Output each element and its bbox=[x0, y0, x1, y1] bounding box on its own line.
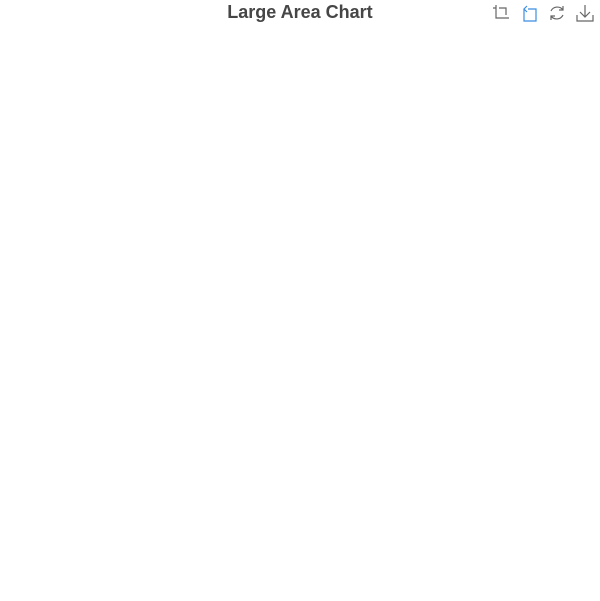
y-tick-label: 0 bbox=[42, 526, 49, 540]
x-tick-label: 1972/03/28 bbox=[343, 541, 403, 555]
x-tick-label: 1973/02/17 bbox=[421, 541, 481, 555]
x-tick-label: 1968/09/01 bbox=[28, 541, 88, 555]
datazoom-start-handle[interactable] bbox=[56, 570, 64, 592]
x-tick-label: 1971/05/07 bbox=[264, 541, 324, 555]
area-band bbox=[58, 305, 533, 492]
y-tick-label: 800 bbox=[29, 52, 49, 66]
area-fill bbox=[58, 352, 533, 533]
datazoom-selection[interactable] bbox=[60, 567, 109, 595]
restore-icon[interactable] bbox=[548, 4, 566, 22]
zoom-icon[interactable] bbox=[492, 4, 510, 22]
chart-title: Large Area Chart bbox=[227, 2, 373, 22]
x-tick-label: 1969/07/24 bbox=[107, 541, 167, 555]
datazoom-preview bbox=[59, 575, 544, 596]
save-image-icon[interactable] bbox=[576, 4, 594, 22]
datazoom-track bbox=[59, 566, 544, 596]
y-tick-label: 100 bbox=[29, 467, 49, 481]
y-tick-label: 200 bbox=[29, 408, 49, 422]
y-tick-label: 600 bbox=[29, 171, 49, 185]
y-tick-label: 500 bbox=[29, 230, 49, 244]
x-tick-label: 1974/01/09 bbox=[500, 541, 560, 555]
y-tick-label: 400 bbox=[29, 289, 49, 303]
y-tick-label: 300 bbox=[29, 348, 49, 362]
y-tick-label: 700 bbox=[29, 111, 49, 125]
toolbox bbox=[492, 4, 594, 22]
x-tick-label: 1970/06/15 bbox=[185, 541, 245, 555]
series-line bbox=[57, 304, 534, 488]
zoom-reset-icon[interactable] bbox=[520, 4, 538, 22]
datazoom-move-handle[interactable] bbox=[60, 565, 109, 571]
datazoom-end-handle[interactable] bbox=[104, 570, 112, 592]
